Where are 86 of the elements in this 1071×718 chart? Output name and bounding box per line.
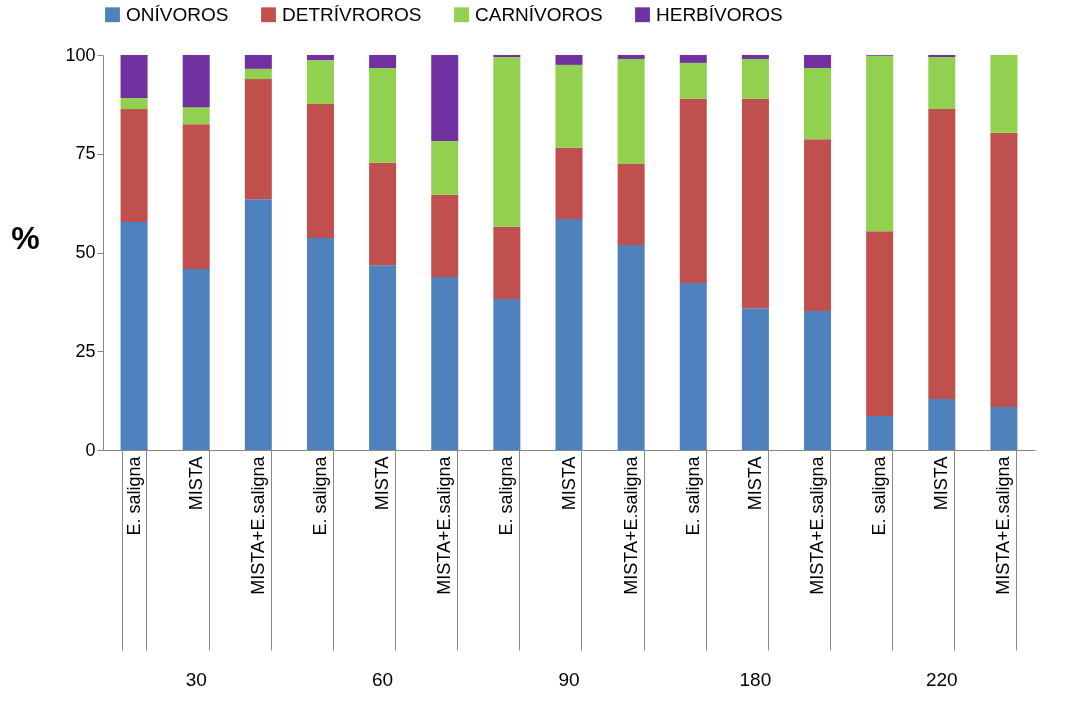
bar bbox=[741, 55, 769, 59]
bar bbox=[679, 282, 707, 450]
bar bbox=[804, 68, 832, 140]
bar bbox=[866, 416, 894, 450]
text: 30 bbox=[185, 669, 207, 690]
bar bbox=[617, 245, 645, 450]
bar bbox=[493, 56, 521, 227]
bar bbox=[120, 98, 148, 110]
x-tick-label: MISTA bbox=[185, 456, 206, 511]
bar bbox=[493, 299, 521, 450]
bar bbox=[431, 55, 459, 142]
bar bbox=[928, 56, 956, 110]
bar bbox=[928, 109, 956, 400]
text: 60 bbox=[372, 669, 394, 690]
bar bbox=[804, 139, 832, 311]
bar bbox=[741, 98, 769, 309]
x-tick-label: MISTA+E.saligna bbox=[620, 455, 641, 595]
bar bbox=[804, 55, 832, 69]
bar bbox=[555, 218, 583, 450]
legend-label: HERBÍVOROS bbox=[656, 3, 783, 25]
x-tick-label: MISTA bbox=[372, 456, 393, 511]
bar bbox=[369, 55, 397, 69]
x-tick-label: E. saligna bbox=[682, 455, 703, 536]
bar bbox=[617, 55, 645, 59]
bar bbox=[120, 55, 148, 99]
text: 90 bbox=[558, 669, 580, 690]
y-axis-title: % bbox=[11, 219, 40, 256]
bar bbox=[182, 55, 210, 108]
x-tick-label: MISTA+E.saligna bbox=[807, 455, 828, 595]
bar bbox=[306, 60, 334, 104]
bar bbox=[617, 58, 645, 165]
bar bbox=[493, 226, 521, 300]
bar bbox=[120, 222, 148, 450]
legend-label: CARNÍVOROS bbox=[475, 3, 603, 25]
x-tick-label: MISTA bbox=[744, 456, 765, 511]
bar bbox=[431, 194, 459, 277]
bar bbox=[928, 399, 956, 450]
bar bbox=[244, 68, 272, 80]
bar bbox=[431, 276, 459, 450]
legend-label: ONÍVOROS bbox=[126, 3, 229, 25]
bar bbox=[741, 58, 769, 99]
bar bbox=[306, 55, 334, 61]
y-tick-label: 50 bbox=[75, 242, 96, 262]
bar bbox=[244, 199, 272, 450]
text: 220 bbox=[925, 669, 958, 690]
bar bbox=[555, 64, 583, 148]
bar bbox=[990, 406, 1018, 450]
x-tick-label: E. saligna bbox=[869, 455, 890, 536]
x-tick-label: E. saligna bbox=[123, 455, 144, 536]
text: 180 bbox=[739, 669, 772, 690]
x-tick-label: E. saligna bbox=[309, 455, 330, 536]
bar bbox=[679, 55, 707, 63]
x-tick-label: MISTA+E.saligna bbox=[434, 455, 455, 595]
bar bbox=[182, 269, 210, 450]
bar bbox=[120, 109, 148, 223]
y-tick-label: 25 bbox=[75, 340, 96, 361]
y-tick-label: 75 bbox=[75, 143, 96, 164]
bar bbox=[182, 124, 210, 270]
bar bbox=[431, 141, 459, 195]
bar bbox=[679, 62, 707, 99]
bar bbox=[804, 310, 832, 450]
x-tick-label: MISTA+E.saligna bbox=[247, 455, 268, 595]
bar bbox=[617, 164, 645, 245]
bar bbox=[244, 79, 272, 200]
bar bbox=[555, 55, 583, 65]
bar bbox=[369, 265, 397, 450]
bar bbox=[866, 55, 894, 232]
bar bbox=[990, 132, 1018, 407]
bar bbox=[306, 103, 334, 238]
bar bbox=[741, 308, 769, 450]
y-tick-label: 0 bbox=[85, 439, 96, 460]
bar bbox=[182, 107, 210, 125]
y-tick-label: 100 bbox=[65, 44, 96, 65]
x-tick-label: E. saligna bbox=[496, 455, 517, 536]
legend-label: DETRÍVROROS bbox=[282, 3, 422, 25]
bar bbox=[244, 55, 272, 69]
x-tick-label: MISTA+E.saligna bbox=[993, 455, 1014, 595]
bar bbox=[679, 98, 707, 283]
x-tick-label: MISTA bbox=[558, 456, 579, 511]
bar bbox=[990, 55, 1018, 133]
bar bbox=[555, 147, 583, 219]
bar bbox=[369, 68, 397, 163]
bar bbox=[369, 162, 397, 266]
bar bbox=[866, 231, 894, 417]
bar bbox=[306, 237, 334, 450]
x-tick-label: MISTA bbox=[931, 456, 952, 511]
